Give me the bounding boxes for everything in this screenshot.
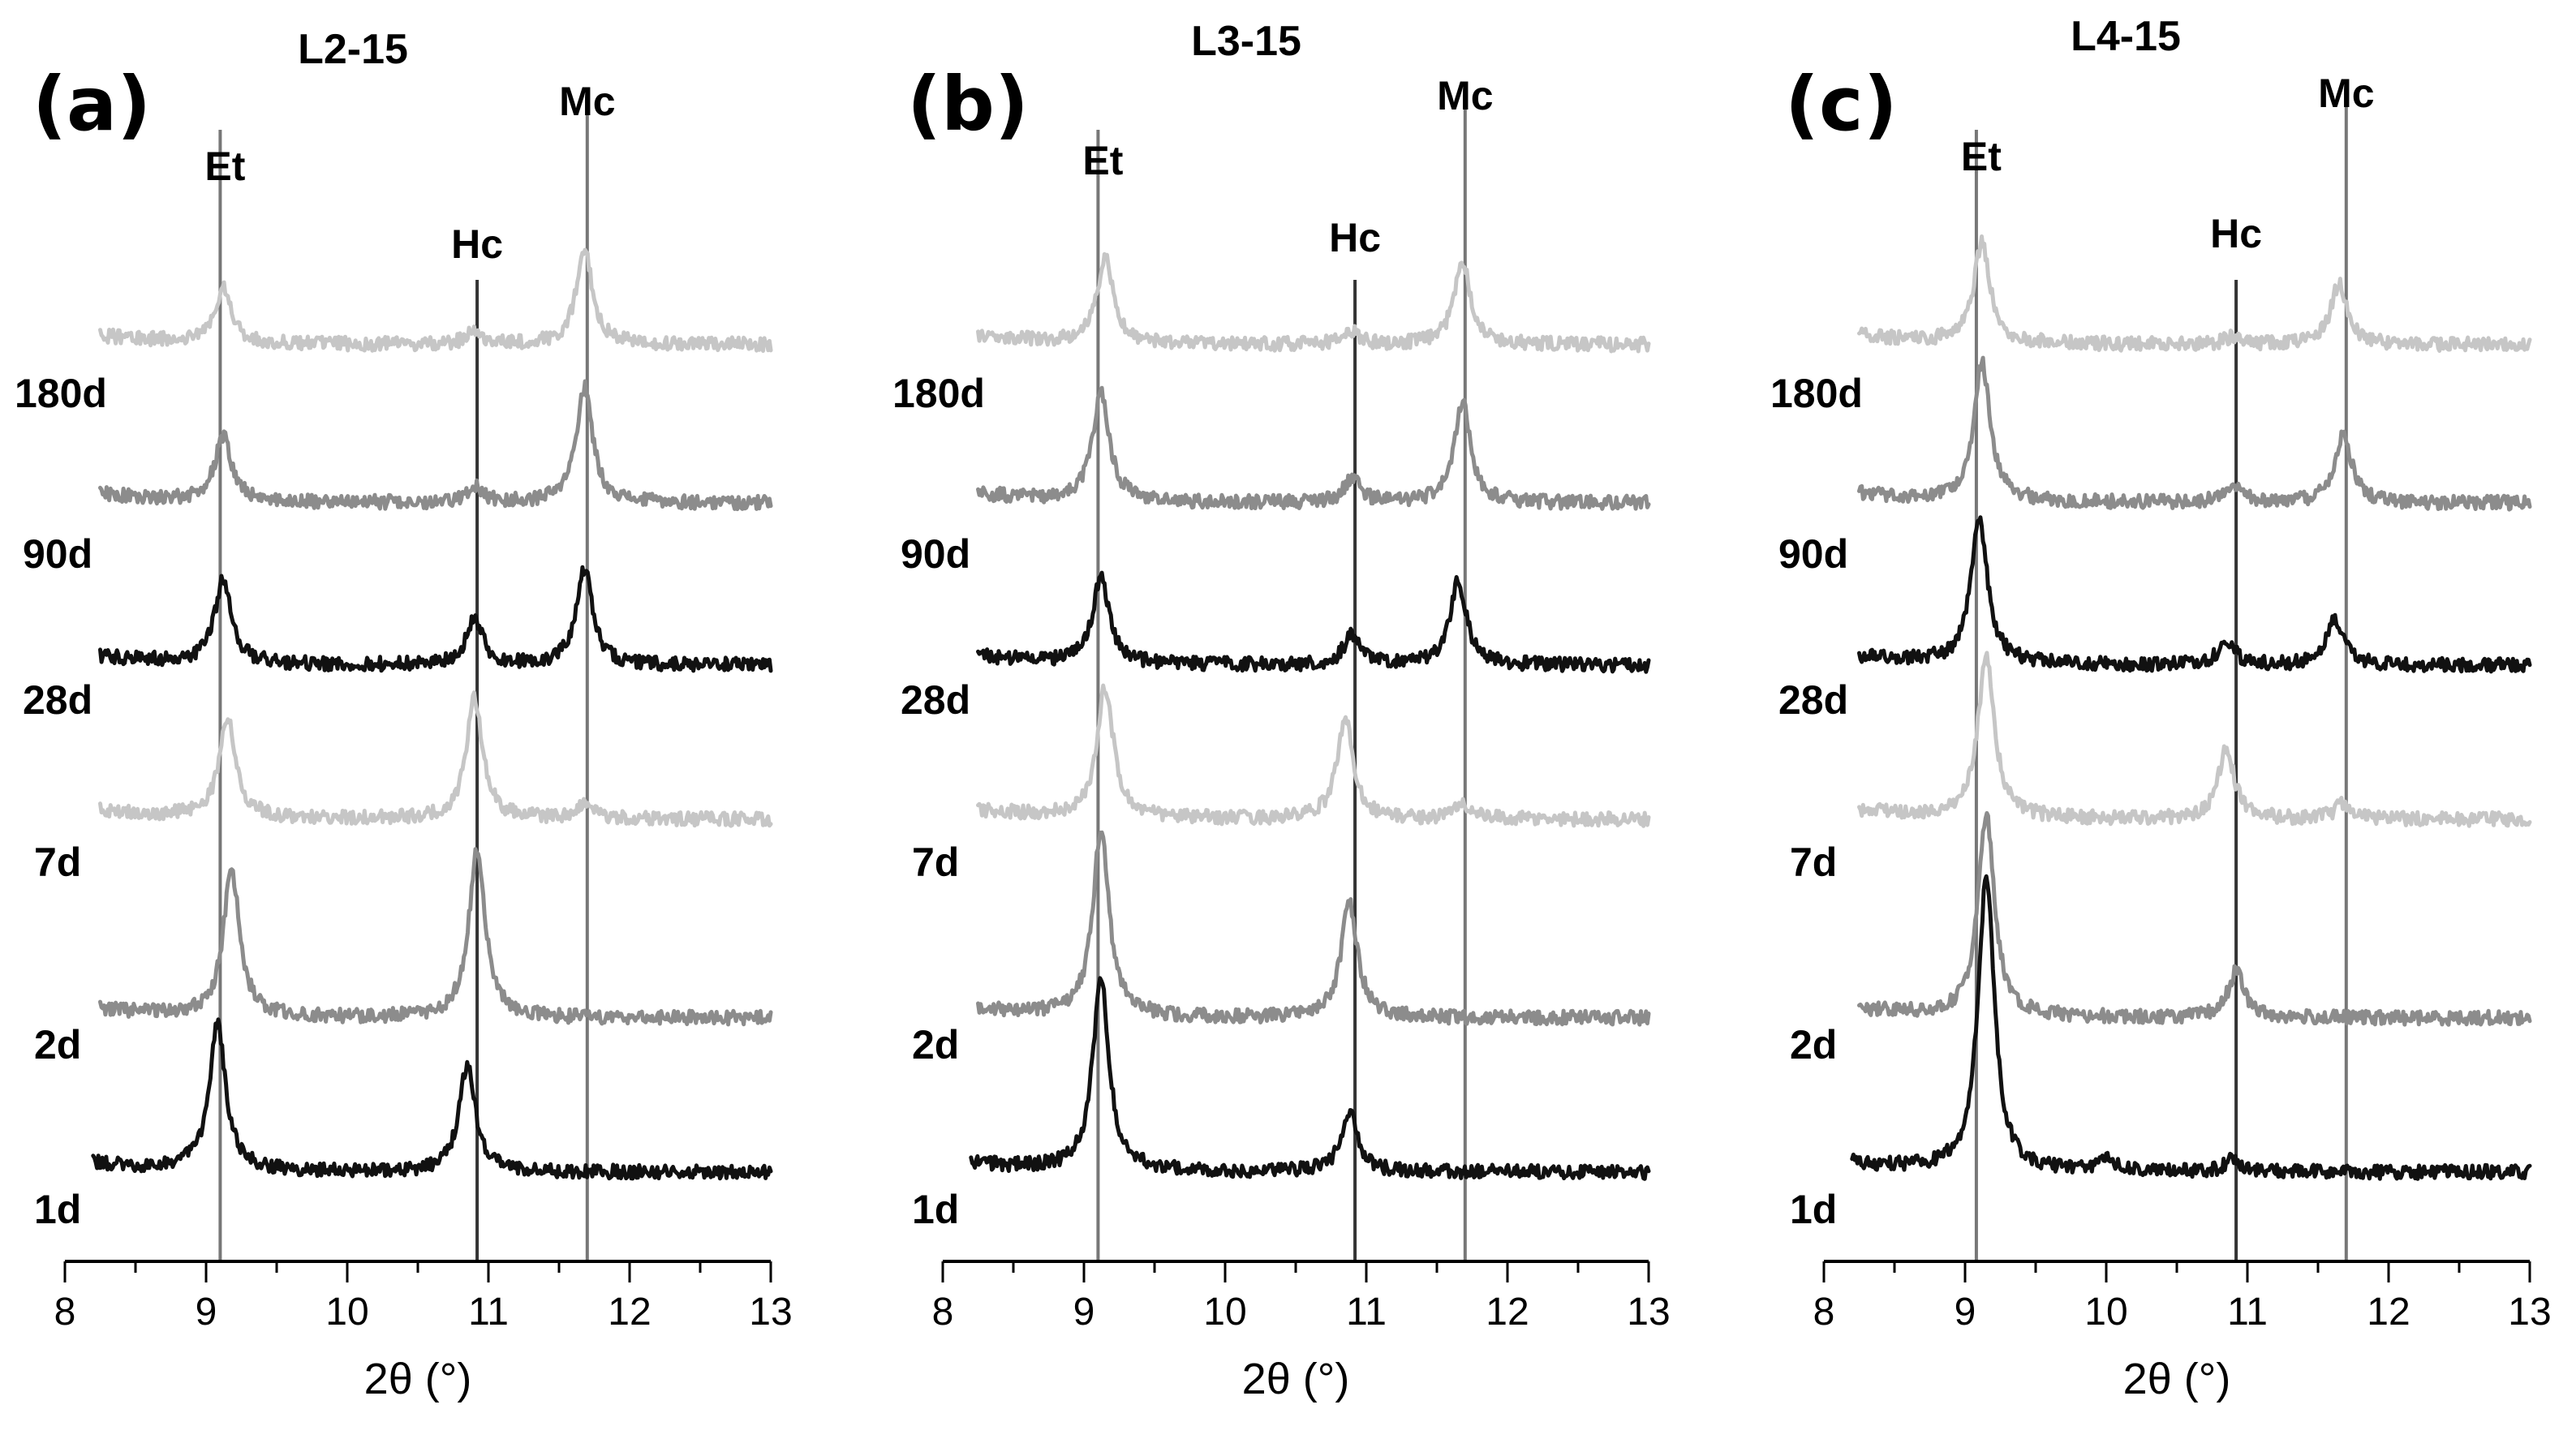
peak-label-mc: Mc	[2318, 71, 2374, 116]
reference-lines-b	[1096, 91, 1467, 1261]
day-label-180d: 180d	[15, 371, 107, 416]
day-label-90d: 90d	[23, 531, 92, 577]
trace-90d	[976, 385, 1651, 511]
day-label-90d: 90d	[1778, 531, 1848, 577]
trace-7d	[98, 690, 773, 828]
peak-label-et: Et	[204, 144, 245, 189]
peak-label-et: Et	[1082, 138, 1123, 183]
panel-b: (b) L3-15 180d 90d 28d 7d 2d 1d Et Hc Mc…	[892, 18, 1671, 1403]
peak-label-mc: Mc	[1437, 73, 1493, 118]
trace-2d	[98, 847, 773, 1027]
peak-label-et: Et	[1961, 134, 2002, 179]
x-tick-label: 11	[2227, 1291, 2268, 1334]
reference-lines-a	[218, 91, 589, 1261]
day-label-2d: 2d	[34, 1022, 81, 1068]
x-tick-label: 13	[1627, 1291, 1670, 1334]
x-tick-label: 9	[196, 1291, 217, 1334]
trace-28d	[1857, 515, 2532, 674]
x-tick-label: 13	[2508, 1291, 2551, 1334]
day-label-28d: 28d	[901, 677, 970, 723]
x-tick-label: 10	[325, 1291, 368, 1334]
trace-180d	[1857, 234, 2532, 353]
panel-letter-c: (c)	[1785, 61, 1898, 148]
x-tick-label: 8	[1813, 1291, 1835, 1334]
traces-b	[969, 251, 1651, 1181]
day-label-7d: 7d	[1790, 840, 1837, 885]
trace-2d	[1857, 810, 2532, 1027]
day-label-2d: 2d	[1790, 1022, 1837, 1068]
traces-a	[91, 247, 773, 1181]
trace-1d	[91, 1017, 773, 1181]
x-tick-label: 10	[2084, 1291, 2127, 1334]
x-tick-label: 12	[1486, 1291, 1529, 1334]
peak-label-mc: Mc	[559, 79, 615, 124]
panel-title-a: L2-15	[298, 26, 408, 73]
x-tick-label: 8	[54, 1291, 76, 1334]
x-tick-label: 9	[1073, 1291, 1095, 1334]
day-label-7d: 7d	[912, 840, 959, 885]
trace-7d	[976, 683, 1651, 828]
panel-title-b: L3-15	[1191, 18, 1301, 65]
day-label-1d: 1d	[34, 1187, 81, 1232]
x-axis-b	[941, 1260, 1650, 1282]
trace-90d	[98, 379, 773, 512]
trace-1d	[1850, 874, 2532, 1181]
x-tick-label: 8	[932, 1291, 954, 1334]
x-tick-label: 12	[2367, 1291, 2410, 1334]
trace-7d	[1857, 651, 2532, 828]
panel-letter-a: (a)	[32, 61, 151, 148]
trace-180d	[976, 251, 1651, 354]
x-axis-title-b: 2θ (°)	[1242, 1355, 1350, 1403]
traces-c	[1850, 234, 2532, 1181]
day-label-180d: 180d	[1770, 371, 1863, 416]
day-label-180d: 180d	[892, 371, 985, 416]
reference-lines-c	[1974, 91, 2348, 1261]
x-tick-label: 10	[1203, 1291, 1246, 1334]
trace-28d	[976, 570, 1651, 674]
panel-letter-b: (b)	[907, 61, 1029, 148]
x-axis-a	[63, 1260, 772, 1282]
trace-1d	[969, 976, 1651, 1181]
day-label-28d: 28d	[23, 677, 92, 723]
panel-a: (a) L2-15 180d 90d 28d 7d 2d 1d Et Hc Mc…	[15, 26, 793, 1403]
x-tick-label: 11	[468, 1291, 509, 1334]
x-tick-label: 12	[608, 1291, 651, 1334]
day-label-7d: 7d	[34, 840, 81, 885]
trace-180d	[98, 247, 773, 353]
x-axis-title-a: 2θ (°)	[364, 1355, 472, 1403]
day-label-1d: 1d	[1790, 1187, 1837, 1232]
x-tick-label: 13	[749, 1291, 792, 1334]
day-label-90d: 90d	[901, 531, 970, 577]
trace-2d	[976, 830, 1651, 1027]
day-label-28d: 28d	[1778, 677, 1848, 723]
panel-c: (c) L4-15 180d 90d 28d 7d 2d 1d Et Hc Mc…	[1770, 13, 2552, 1403]
trace-28d	[98, 565, 773, 673]
peak-label-hc: Hc	[2210, 211, 2262, 256]
x-tick-label: 11	[1346, 1291, 1387, 1334]
x-axis-c	[1822, 1260, 2531, 1282]
peak-label-hc: Hc	[1329, 215, 1381, 260]
x-axis-title-c: 2θ (°)	[2123, 1355, 2231, 1403]
panel-title-c: L4-15	[2071, 13, 2181, 60]
x-tick-label: 9	[1955, 1291, 1976, 1334]
peak-label-hc: Hc	[451, 221, 503, 267]
day-label-1d: 1d	[912, 1187, 959, 1232]
trace-90d	[1857, 355, 2532, 512]
day-label-2d: 2d	[912, 1022, 959, 1068]
